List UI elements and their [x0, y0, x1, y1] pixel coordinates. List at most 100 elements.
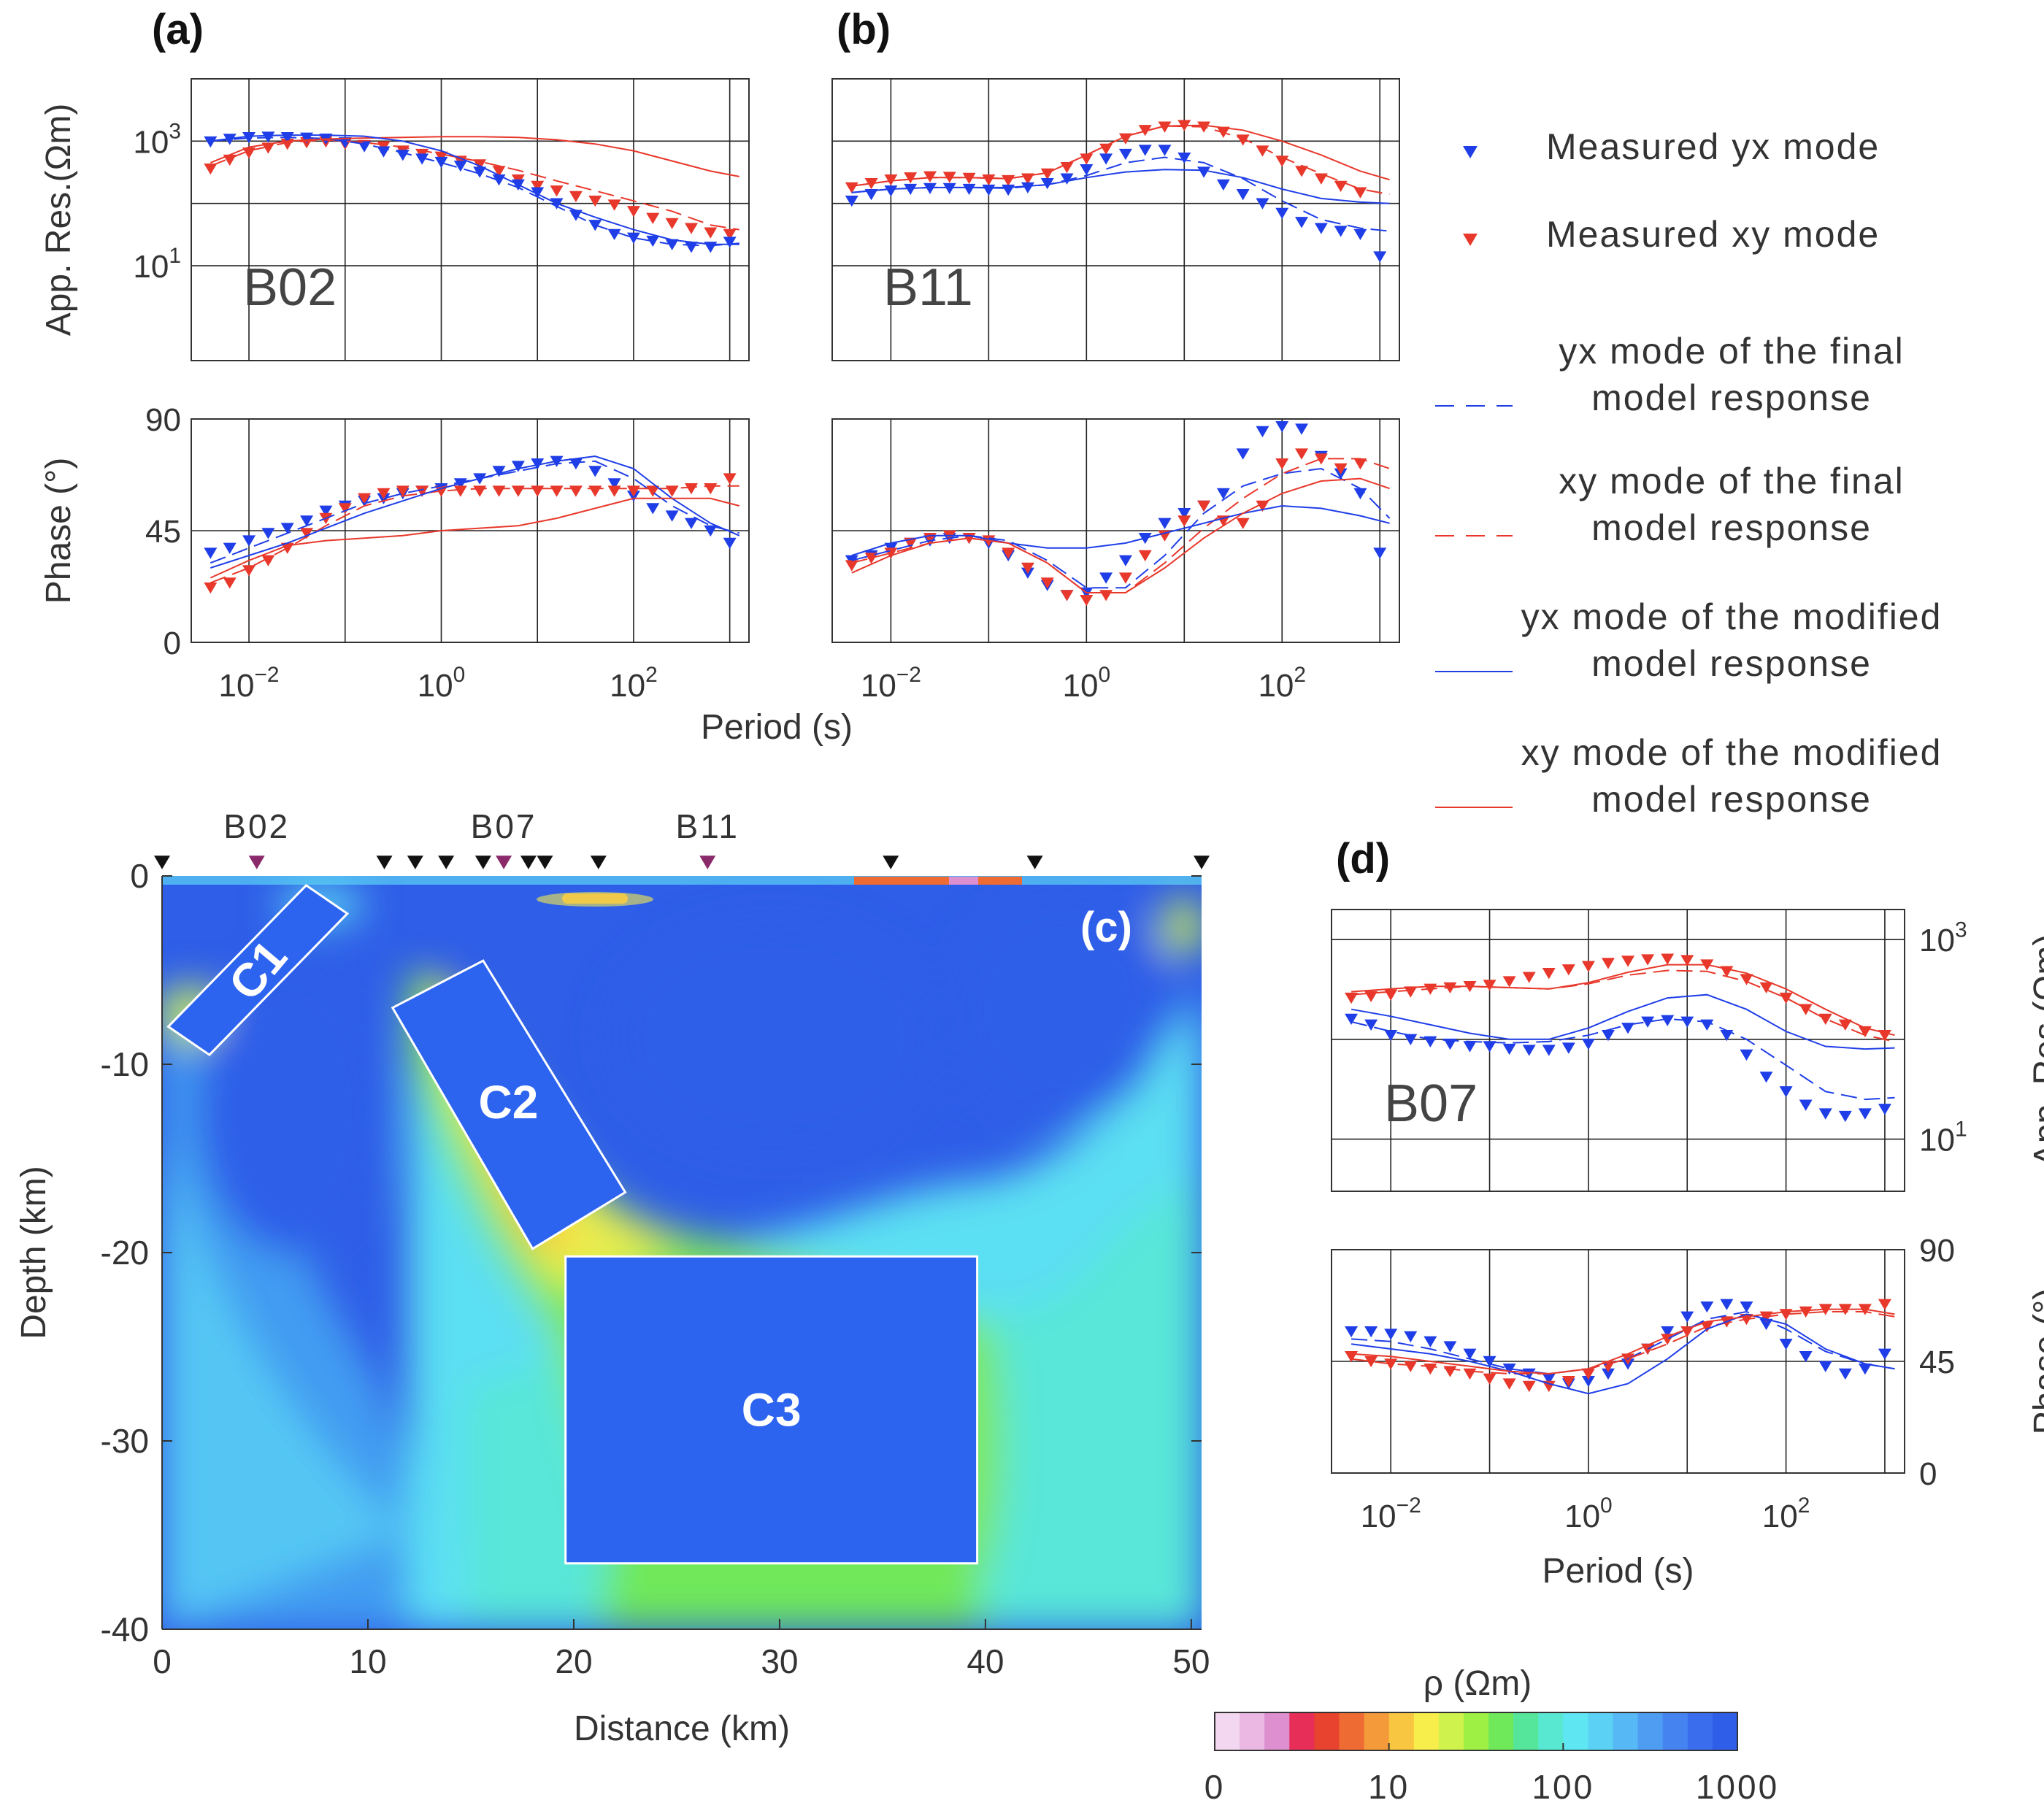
marker-yx	[492, 466, 506, 477]
panel-d-phase-ylabel: Phase (°)	[2027, 1288, 2044, 1435]
line-xy-mode-of-the-final-model-response	[1350, 1311, 1895, 1374]
marker-xy	[704, 227, 718, 239]
marker-yx	[923, 182, 937, 195]
marker-yx	[1384, 1029, 1398, 1042]
marker-yx	[1838, 1368, 1852, 1380]
panel-a-station-label: B02	[243, 258, 337, 317]
colorbar-swatch	[1314, 1712, 1340, 1750]
panel-c-x-tick: 30	[761, 1642, 798, 1680]
legend-label: model response	[1591, 507, 1872, 548]
marker-xy	[1601, 1361, 1615, 1372]
marker-yx	[1740, 1049, 1753, 1061]
marker-yx	[1364, 1326, 1378, 1338]
panel-a-resistivity-frame	[191, 78, 750, 361]
legend-label: model response	[1591, 377, 1872, 418]
colorbar-swatch	[1687, 1712, 1713, 1750]
panel-d-x-tick: 10−2	[1361, 1493, 1421, 1534]
marker-yx	[1779, 1086, 1793, 1098]
marker-yx	[1345, 1013, 1359, 1026]
legend-label: xy mode of the modified	[1521, 732, 1943, 773]
marker-yx	[904, 183, 918, 196]
marker-yx	[1522, 1045, 1536, 1056]
line-xy-mode-of-the-modified-model-response	[1351, 1308, 1895, 1375]
panel-d-xlabel: Period (s)	[1542, 1552, 1694, 1591]
surface-strip-cyan	[162, 876, 1202, 885]
line-xy-mode-of-the-final-model-response	[210, 139, 739, 231]
resistive-core-2	[606, 920, 942, 1153]
marker-yx	[1661, 1015, 1675, 1026]
marker-xy	[1581, 1368, 1595, 1380]
colorbar-swatch	[1289, 1712, 1315, 1750]
marker-xy	[1542, 968, 1556, 980]
colorbar-swatch	[1438, 1712, 1464, 1750]
marker-yx	[1118, 148, 1132, 161]
marker-yx	[1818, 1108, 1832, 1120]
station-marker-highlighted	[496, 855, 512, 869]
marker-yx	[646, 503, 660, 515]
panel-label-c: (c)	[1080, 904, 1132, 951]
marker-yx	[723, 537, 737, 550]
marker-xy	[261, 555, 275, 566]
line-xy-mode-of-the-modified-model-response	[851, 124, 1390, 187]
marker-yx	[434, 156, 448, 169]
marker-xy	[1661, 1334, 1675, 1345]
marker-xy	[884, 174, 898, 186]
resistive-core-1	[197, 964, 387, 1256]
panel-a-phase-ylabel: Phase (°)	[39, 458, 78, 604]
marker-yx	[646, 235, 660, 247]
marker-xy	[1561, 1376, 1575, 1388]
marker-yx	[704, 525, 718, 537]
legend-label: model response	[1591, 779, 1872, 820]
marker-yx	[1680, 1016, 1694, 1028]
marker-yx	[1177, 508, 1191, 520]
marker-yx	[1542, 1045, 1556, 1056]
marker-xy	[723, 228, 737, 241]
marker-yx	[684, 518, 698, 529]
marker-yx	[1720, 1299, 1734, 1310]
legend-marker	[1463, 146, 1478, 158]
marker-xy	[1334, 180, 1348, 192]
marker-xy	[1002, 547, 1015, 559]
marker-yx	[1424, 1336, 1437, 1347]
marker-xy	[377, 488, 391, 500]
panel-d-res-tick: 101	[1919, 1118, 1967, 1158]
marker-yx	[1621, 1023, 1635, 1034]
marker-xy	[723, 473, 737, 485]
marker-xy	[223, 577, 237, 589]
line-yx-mode-of-the-modified-model-response	[1350, 1313, 1895, 1395]
marker-xy	[1158, 121, 1172, 133]
station-label: B11	[676, 807, 739, 845]
marker-xy	[1581, 961, 1595, 972]
panel-c-x-tick: 10	[349, 1642, 386, 1680]
panel-c-y-tick: -30	[101, 1422, 149, 1460]
panel-c-x-tick: 50	[1172, 1642, 1210, 1680]
panel-d-phase-tick: 0	[1919, 1456, 1937, 1492]
marker-yx	[1158, 518, 1172, 529]
marker-yx	[1256, 426, 1269, 438]
colorbar-swatch	[1538, 1712, 1564, 1750]
marker-yx	[569, 458, 583, 470]
marker-xy	[982, 174, 996, 186]
conductor-C3	[564, 1255, 979, 1565]
marker-yx	[607, 228, 621, 241]
marker-yx	[1060, 173, 1074, 185]
marker-xy	[1216, 515, 1230, 527]
panel-a-x-tick: 100	[418, 663, 466, 704]
legend-item-2: yx mode of the final model response	[1435, 331, 1903, 418]
marker-xy	[261, 142, 275, 154]
marker-xy	[588, 195, 602, 207]
marker-xy	[684, 223, 698, 234]
marker-xy	[684, 483, 698, 495]
legend-label: xy mode of the final	[1559, 461, 1905, 501]
marker-yx	[1818, 1361, 1832, 1372]
marker-xy	[242, 147, 256, 159]
panel-a-resistivity-series	[204, 131, 739, 253]
marker-yx	[1236, 448, 1250, 460]
marker-xy	[1483, 980, 1496, 991]
marker-xy	[646, 212, 660, 224]
marker-yx	[473, 166, 487, 178]
panel-a-x-tick: 102	[610, 663, 658, 704]
conductor-C2	[391, 959, 627, 1250]
station-marker	[590, 855, 607, 869]
